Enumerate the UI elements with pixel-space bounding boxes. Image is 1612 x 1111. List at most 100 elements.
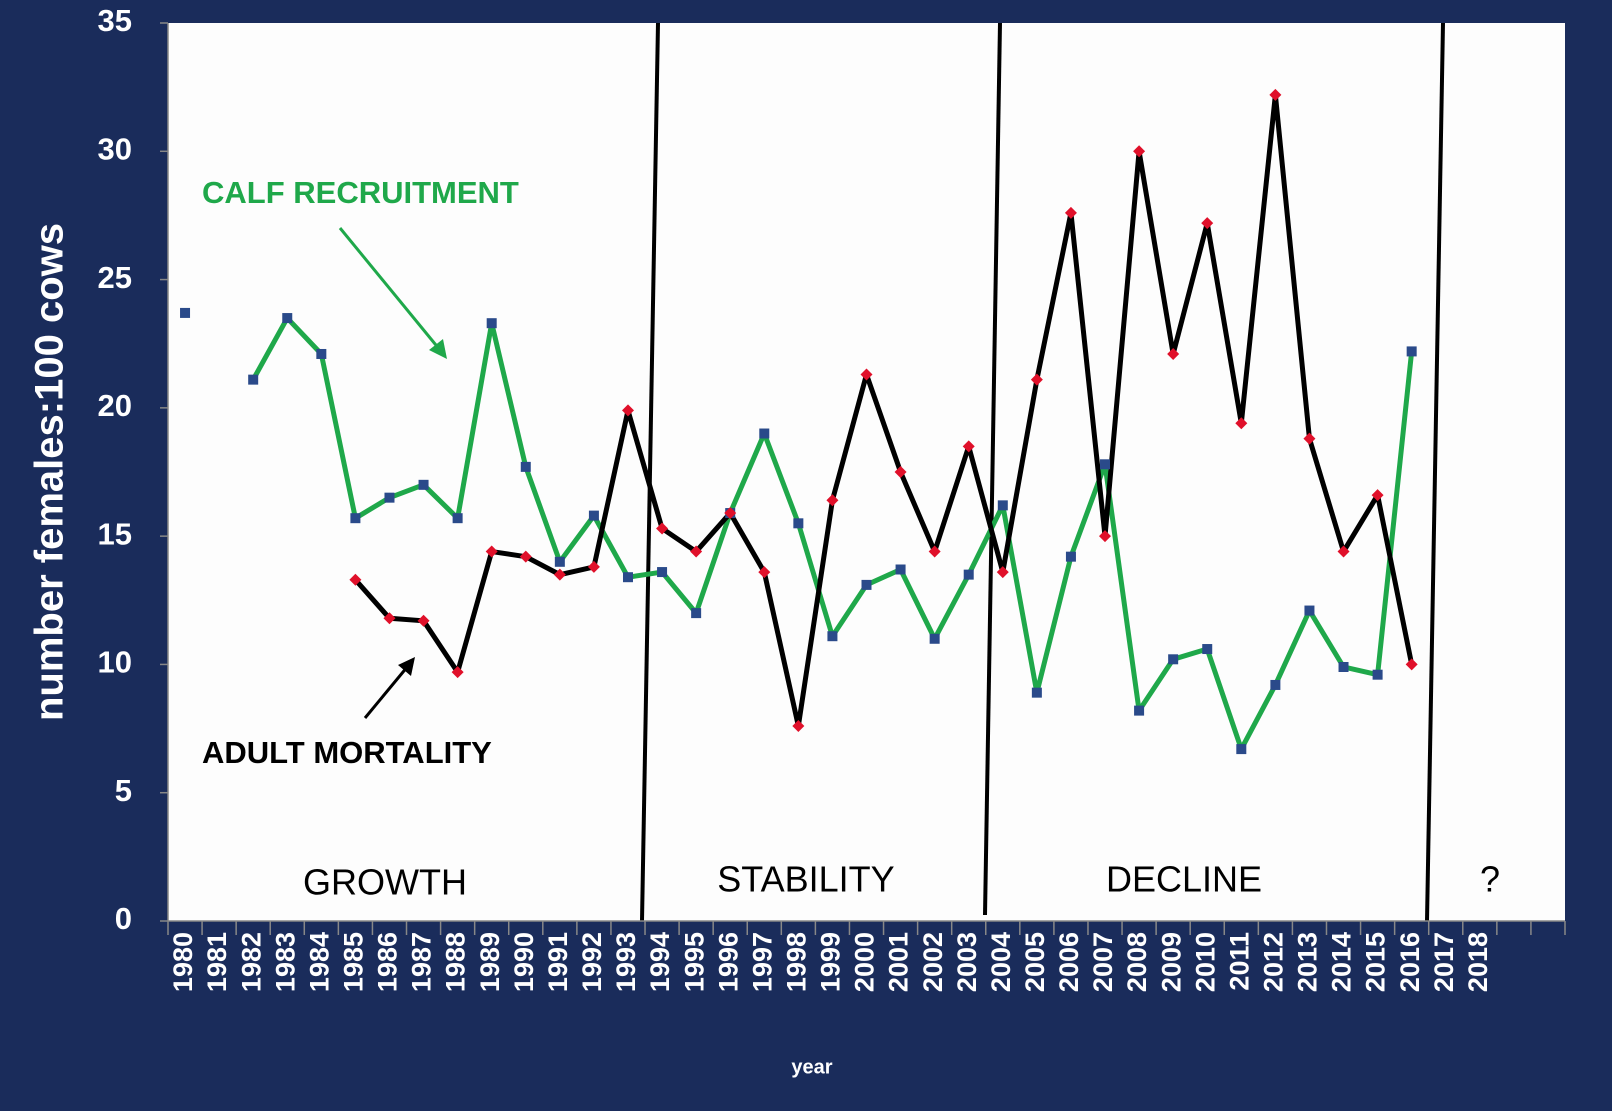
data-point [1133,145,1146,158]
y-tick-label: 10 [98,645,132,680]
data-point [587,560,600,573]
data-point [519,550,532,563]
data-point [520,461,531,472]
annotation-arrow [338,227,447,719]
y-tick-label: 15 [98,516,132,551]
x-tick-label: 1994 [645,932,675,992]
phase-divider [640,22,660,922]
phase-dividers [640,22,1445,922]
x-tick-label: 1995 [679,932,709,992]
phase-label: DECLINE [1106,859,1262,900]
x-tick-label: 1981 [202,932,232,992]
data-point [1030,373,1043,386]
data-point [690,545,703,558]
plot-area [168,23,1565,921]
data-point [691,608,702,619]
y-tick-label: 30 [98,131,132,166]
x-tick-label: 1988 [441,932,471,992]
data-point [861,579,872,590]
data-point [1064,206,1077,219]
arrow-shaft [338,227,442,351]
data-point [248,374,259,385]
data-point [657,567,668,578]
x-tick-label: 1983 [270,932,300,992]
data-point [282,313,293,324]
series-line [353,92,1415,729]
x-tick-label: 2016 [1395,932,1425,992]
data-point [928,545,941,558]
data-point [1134,705,1145,716]
x-tick-label: 2006 [1054,932,1084,992]
y-tick-label: 25 [98,260,132,295]
x-tick-label: 1991 [543,932,573,992]
data-point [349,573,362,586]
data-point [1303,432,1316,445]
data-point [758,566,771,579]
data-point [622,572,633,583]
data-point [451,666,464,679]
data-point [1406,346,1417,357]
series-annotation: CALF RECRUITMENT [202,175,519,210]
x-tick-label: 2001 [884,932,914,992]
data-point [621,404,634,417]
data-point [1372,669,1383,680]
data-point [485,545,498,558]
y-tick-label: 20 [98,388,132,423]
series-annotation: ADULT MORTALITY [202,735,492,770]
data-point [963,569,974,580]
x-tick-label: 2013 [1293,932,1323,992]
data-point [384,492,395,503]
data-point [1065,551,1076,562]
data-point [1270,679,1281,690]
data-point [929,633,940,644]
data-point [962,440,975,453]
x-tick-label: 1999 [816,932,846,992]
phase-divider [983,22,1002,916]
x-tick-label: 1986 [373,932,403,992]
x-tick-label: 1998 [781,932,811,992]
data-point [1168,654,1179,665]
data-point [350,513,361,524]
arrow-shaft [363,665,410,719]
data-point [1338,661,1349,672]
x-tick-label: 2002 [918,932,948,992]
data-point [1236,744,1247,755]
data-point [1269,88,1282,101]
x-tick-label: 1987 [407,932,437,992]
data-point [1304,605,1315,616]
x-tick-label: 1992 [577,932,607,992]
x-tick-label: 1989 [475,932,505,992]
x-tick-label: 2003 [952,932,982,992]
data-point [895,564,906,575]
arrow-head [398,657,415,676]
data-point [792,720,805,733]
y-tick-label: 0 [115,901,132,936]
data-point [860,368,873,381]
x-axis-title: year [791,1056,832,1078]
data-point [1099,530,1112,543]
data-point [383,612,396,625]
data-point [894,466,907,478]
x-tick-label: 2015 [1361,932,1391,992]
x-tick-label: 2017 [1429,932,1459,992]
x-tick-label: 2004 [986,932,1016,992]
x-tick-label: 2008 [1122,932,1152,992]
x-tick-label: 2000 [850,932,880,992]
phase-label: ? [1480,859,1500,900]
data-point [827,631,838,642]
x-tick-label: 1984 [304,932,334,992]
data-point [656,522,669,535]
data-point [553,568,566,581]
x-tick-label: 2007 [1088,932,1118,992]
y-tick-label: 35 [98,3,132,38]
x-tick-label: 1982 [236,932,266,992]
x-tick-label: 1993 [611,932,641,992]
data-point [724,507,737,520]
data-point [1405,658,1418,671]
x-tick-label: 2011 [1224,932,1254,991]
data-point [486,318,497,329]
data-point [1371,489,1384,502]
data-point [554,556,565,567]
data-point [1100,459,1111,470]
data-point [452,513,463,524]
